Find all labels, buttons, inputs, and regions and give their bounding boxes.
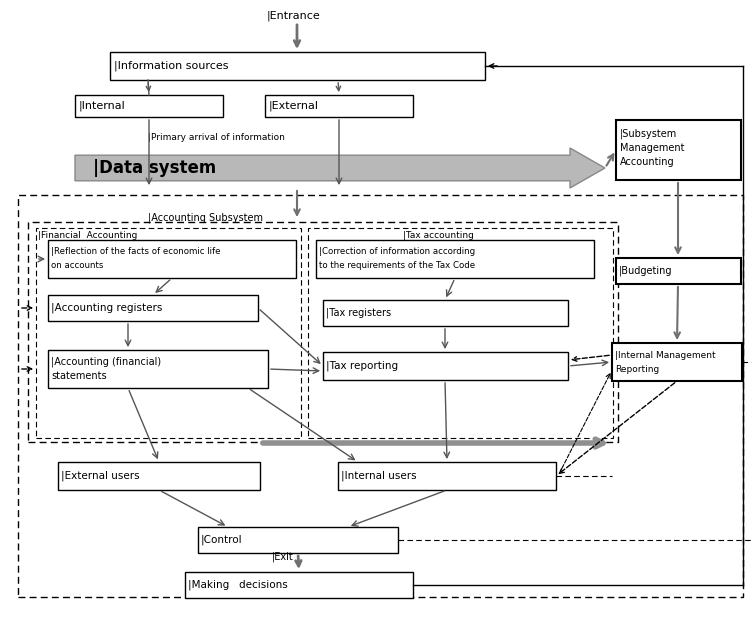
Text: Management: Management: [620, 143, 684, 153]
Text: |Accounting Subsystem: |Accounting Subsystem: [148, 213, 263, 223]
Bar: [48, 350, 268, 388]
Text: |Internal: |Internal: [79, 100, 125, 111]
Polygon shape: [75, 148, 605, 188]
Text: |External: |External: [269, 100, 319, 111]
Bar: [265, 95, 413, 117]
Text: |Correction of information according: |Correction of information according: [319, 248, 475, 257]
Text: |Control: |Control: [201, 535, 243, 545]
Bar: [110, 52, 485, 80]
Bar: [338, 462, 556, 490]
Bar: [308, 228, 613, 438]
Text: |Financial  Accounting: |Financial Accounting: [38, 231, 138, 241]
Text: |Primary arrival of information: |Primary arrival of information: [148, 133, 285, 142]
Text: to the requirements of the Tax Code: to the requirements of the Tax Code: [319, 262, 475, 270]
Text: statements: statements: [51, 371, 107, 381]
Bar: [48, 240, 296, 278]
Bar: [36, 228, 301, 438]
Bar: [185, 572, 413, 598]
Text: |Exit: |Exit: [272, 552, 294, 562]
Bar: [48, 295, 258, 321]
Text: |Making   decisions: |Making decisions: [188, 580, 288, 590]
Text: |Budgeting: |Budgeting: [619, 265, 673, 276]
Text: |Reflection of the facts of economic life: |Reflection of the facts of economic lif…: [51, 248, 221, 257]
Text: Reporting: Reporting: [615, 365, 659, 374]
Bar: [58, 462, 260, 490]
Text: on accounts: on accounts: [51, 262, 104, 270]
Bar: [18, 195, 743, 597]
Text: |Tax accounting: |Tax accounting: [403, 231, 474, 241]
Text: |Tax registers: |Tax registers: [326, 308, 391, 319]
Bar: [323, 352, 568, 380]
Bar: [198, 527, 398, 553]
Bar: [75, 95, 223, 117]
Text: |Internal Management: |Internal Management: [615, 351, 716, 360]
Bar: [323, 300, 568, 326]
Text: |Information sources: |Information sources: [114, 61, 228, 71]
Bar: [316, 240, 594, 278]
Bar: [28, 222, 618, 442]
Text: |External users: |External users: [61, 471, 140, 481]
Text: |Entrance: |Entrance: [267, 11, 321, 21]
Bar: [616, 120, 741, 180]
Text: |Accounting registers: |Accounting registers: [51, 303, 163, 313]
Bar: [616, 258, 741, 284]
Text: |Tax reporting: |Tax reporting: [326, 361, 398, 371]
Text: |Data system: |Data system: [93, 159, 216, 177]
Text: |Internal users: |Internal users: [341, 471, 417, 481]
Text: |Subsystem: |Subsystem: [620, 129, 677, 139]
Text: |Accounting (financial): |Accounting (financial): [51, 356, 161, 367]
Bar: [612, 343, 742, 381]
Text: Accounting: Accounting: [620, 157, 674, 167]
